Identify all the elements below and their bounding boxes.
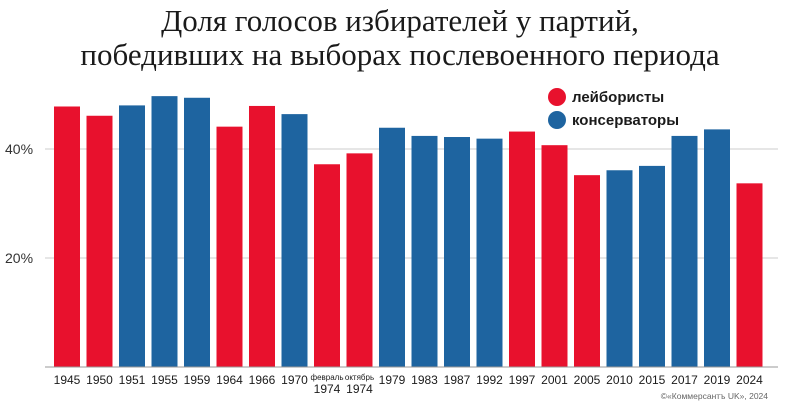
x-tick-label: 1974 [346, 382, 373, 396]
x-tick-label-month: октябрь [345, 373, 374, 382]
bar [151, 96, 178, 367]
bar [671, 135, 698, 367]
chart-title: Доля голосов избирателей у партий, побед… [0, 4, 800, 72]
x-tick-label: 1955 [151, 373, 178, 387]
bar [184, 97, 210, 368]
x-tick-label: 1970 [281, 373, 308, 387]
chart-title-line-2: победивших на выборах послевоенного пери… [80, 37, 720, 72]
bar [119, 105, 145, 368]
bar [639, 165, 665, 367]
x-tick-label: 1959 [184, 373, 211, 387]
x-tick-label: 1987 [444, 373, 471, 387]
x-tick-label: 1983 [411, 373, 438, 387]
bar [379, 127, 405, 368]
legend-label-labour: лейбористы [572, 89, 664, 106]
legend-marker-conservative [548, 111, 566, 129]
bar [541, 145, 568, 367]
x-tick-label: 1966 [249, 373, 276, 387]
bar [216, 126, 243, 367]
bar [736, 183, 763, 367]
x-tick-label: 2015 [639, 373, 666, 387]
x-tick-label: 2005 [574, 373, 601, 387]
x-tick-label: 1951 [119, 373, 146, 387]
x-tick-label: 1974 [314, 382, 341, 396]
bar [314, 164, 340, 367]
x-tick-label: 1950 [86, 373, 113, 387]
bar [249, 105, 275, 367]
bar [346, 153, 373, 367]
bar [606, 170, 633, 367]
chart-title-line-1: Доля голосов избирателей у партий, [161, 3, 639, 38]
bar [476, 138, 503, 367]
bar [281, 114, 308, 368]
bar [574, 175, 600, 367]
y-tick-label: 40% [5, 141, 33, 157]
x-tick-label: 2001 [541, 373, 568, 387]
bar [704, 129, 730, 367]
credit-note: ©«Коммерсантъ UK», 2024 [660, 391, 768, 401]
x-tick-label: 1945 [54, 373, 81, 387]
x-tick-label: 2017 [671, 373, 698, 387]
bar [86, 115, 113, 367]
x-tick-label-month: февраль [310, 373, 343, 382]
y-tick-label: 20% [5, 250, 33, 266]
x-tick-label: 2024 [736, 373, 763, 387]
x-tick-label: 1964 [216, 373, 243, 387]
x-tick-label: 1992 [476, 373, 503, 387]
x-tick-label: 1997 [509, 373, 536, 387]
bar [444, 137, 470, 367]
x-tick-label: 1979 [379, 373, 406, 387]
bar [54, 106, 80, 368]
x-tick-label: 2019 [704, 373, 731, 387]
legend-label-conservative: консерваторы [572, 112, 679, 129]
bar [509, 131, 535, 367]
x-tick-label: 2010 [606, 373, 633, 387]
bar [411, 135, 438, 367]
legend-marker-labour [548, 88, 566, 106]
